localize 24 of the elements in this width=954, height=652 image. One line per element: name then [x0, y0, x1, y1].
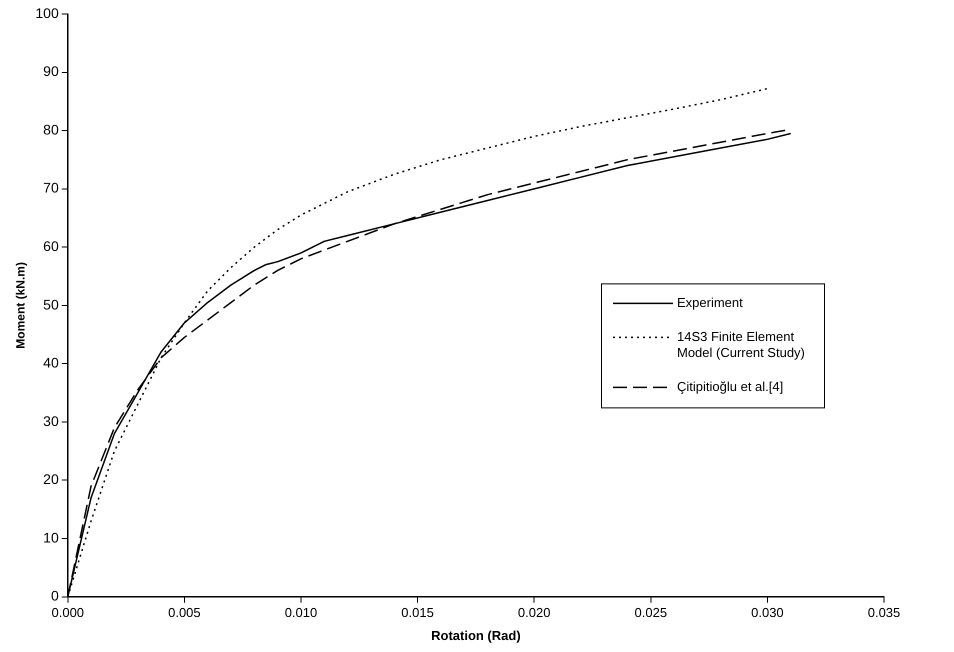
y-tick-label: 80	[43, 121, 59, 138]
y-tick-label: 10	[43, 529, 59, 546]
x-tick-label: 0.000	[51, 605, 84, 620]
x-tick-label: 0.010	[284, 605, 318, 620]
x-tick-label: 0.025	[634, 605, 668, 620]
y-tick-label: 60	[43, 238, 59, 254]
x-tick-label: 0.030	[751, 605, 784, 620]
y-tick-label: 20	[43, 471, 59, 488]
y-tick-label: 0	[50, 588, 59, 604]
y-tick-label: 30	[43, 412, 59, 429]
y-tick-label: 40	[43, 354, 59, 371]
y-tick-label: 90	[43, 63, 59, 80]
x-tick-label: 0.020	[518, 605, 550, 620]
x-tick-label: 0.035	[868, 605, 900, 620]
y-axis-title: Moment (kN.m)	[14, 262, 28, 349]
legend-label: Experiment	[677, 294, 744, 310]
x-axis-title: Rotation (Rad)	[431, 628, 521, 643]
x-tick-label: 0.005	[168, 605, 201, 620]
legend-label: 14S3 Finite Element Model (Current Study)	[677, 328, 805, 360]
x-tick-label: 0.015	[401, 605, 434, 620]
y-tick-label: 50	[43, 296, 59, 312]
y-tick-label: 70	[43, 180, 59, 196]
y-tick-label: 100	[35, 4, 59, 21]
legend-label: Çitipitioğlu et al.[4]	[677, 378, 784, 394]
